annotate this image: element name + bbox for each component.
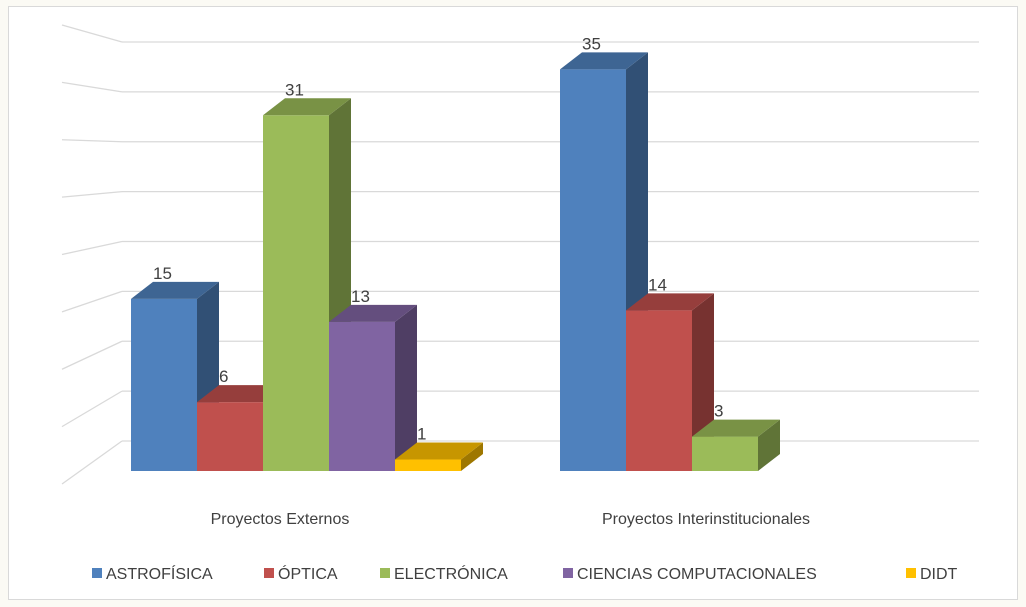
bar-top <box>692 419 780 437</box>
legend-item-electronica: ELECTRÓNICA <box>380 564 508 583</box>
legend-swatch-astrofisica <box>92 568 102 578</box>
category-axis: Proyectos Externos Proyectos Interinstit… <box>211 511 810 528</box>
bar-front <box>626 310 692 471</box>
legend-label-ciencias-computacionales: CIENCIAS COMPUTACIONALES <box>577 566 817 583</box>
gridline-side-15 <box>61 290 123 313</box>
category-label-0: Proyectos Externos <box>211 511 350 528</box>
data-label-astrofisica-0: 15 <box>153 264 172 283</box>
data-label-didt-0: 1 <box>417 425 426 444</box>
bar-top <box>395 442 483 460</box>
data-label-electronica-1: 3 <box>714 402 723 421</box>
bars <box>131 52 780 472</box>
bar-front <box>560 69 626 471</box>
data-label-optica-1: 14 <box>648 275 667 294</box>
bar-electronica-1 <box>692 419 780 471</box>
legend-swatch-electronica <box>380 568 390 578</box>
legend-item-ciencias-computacionales: CIENCIAS COMPUTACIONALES <box>563 566 817 583</box>
bar-didt-0 <box>395 442 483 471</box>
bar-top <box>329 304 417 322</box>
legend-label-optica: ÓPTICA <box>278 564 338 583</box>
bar-front <box>329 321 395 471</box>
gridline-side-25 <box>61 190 123 198</box>
bar-astrofisica-0 <box>131 281 219 471</box>
gridline-side-35 <box>61 81 123 93</box>
data-label-astrofisica-1: 35 <box>582 34 601 53</box>
gridline-side-20 <box>61 240 123 256</box>
legend-label-electronica: ELECTRÓNICA <box>394 564 508 583</box>
bar-top <box>131 281 219 299</box>
bar-top <box>263 98 351 116</box>
bar-top <box>560 52 648 70</box>
bar-side <box>758 419 780 471</box>
gridline-side-5 <box>61 390 123 428</box>
legend-swatch-optica <box>264 568 274 578</box>
data-label-electronica-0: 31 <box>285 80 304 99</box>
data-label-optica-0: 6 <box>219 367 228 386</box>
data-label-ciencias-computacionales-0: 13 <box>351 287 370 306</box>
bar-front <box>197 402 263 471</box>
bar-side <box>395 304 417 471</box>
bar-top <box>626 293 714 311</box>
bar-front <box>131 298 197 471</box>
bar-front <box>692 436 758 471</box>
bar-side <box>461 442 483 471</box>
bar-front <box>395 459 461 471</box>
legend-item-optica: ÓPTICA <box>264 564 338 583</box>
legend-item-astrofisica: ASTROFÍSICA <box>92 564 213 583</box>
gridline-side-40 <box>61 24 123 43</box>
legend-label-didt: DIDT <box>920 566 958 583</box>
bar-front <box>263 115 329 472</box>
gridline-side-0 <box>61 440 123 485</box>
legend-swatch-didt <box>906 568 916 578</box>
category-label-1: Proyectos Interinstitucionales <box>602 511 810 528</box>
data-labels: 15 6 31 13 1 35 14 3 <box>153 34 723 443</box>
gridline-side-10 <box>61 340 123 370</box>
legend-item-didt: DIDT <box>906 566 958 583</box>
gridline-side-30 <box>61 139 123 143</box>
legend-label-astrofisica: ASTROFÍSICA <box>106 564 213 583</box>
bar-ciencias-computacionales-0 <box>329 304 417 471</box>
legend: ASTROFÍSICA ÓPTICA ELECTRÓNICA CIENCIAS … <box>92 564 958 583</box>
legend-swatch-ciencias-computacionales <box>563 568 573 578</box>
